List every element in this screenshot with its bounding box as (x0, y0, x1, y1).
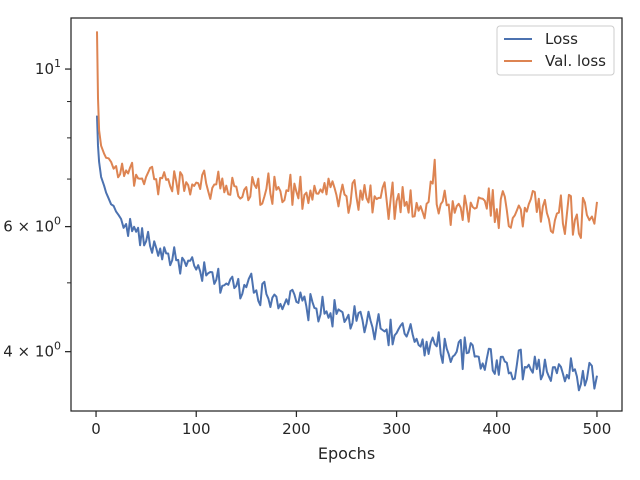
y-tick-label: 6 × 100 (3, 215, 61, 236)
x-tick-label: 400 (482, 420, 511, 438)
series-line-loss (96, 115, 598, 392)
series-line-val-loss (96, 31, 598, 239)
legend-label-loss: Loss (545, 30, 578, 48)
x-axis: 0 100 200 300 400 500 (91, 411, 611, 438)
y-axis: 101 6 × 100 4 × 100 (3, 57, 71, 361)
x-tick-label: 100 (182, 420, 211, 438)
legend-label-val-loss: Val. loss (545, 52, 606, 70)
plot-area-frame (70, 17, 623, 412)
x-tick-label: 500 (583, 420, 612, 438)
x-tick-label: 200 (282, 420, 311, 438)
x-axis-label: Epochs (318, 444, 375, 463)
legend: Loss Val. loss (496, 25, 615, 76)
y-tick-label: 101 (35, 57, 61, 78)
y-tick-label: 4 × 100 (3, 340, 61, 361)
x-tick-label: 0 (91, 420, 101, 438)
series-layer (96, 31, 598, 392)
x-tick-label: 300 (382, 420, 411, 438)
